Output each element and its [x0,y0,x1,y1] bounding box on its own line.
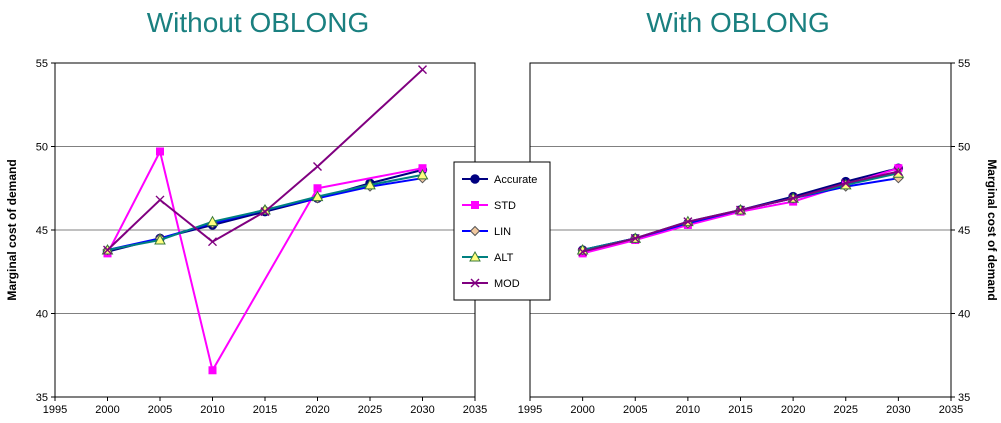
x-tick-label: 2000 [570,404,594,416]
y-tick-label: 45 [36,225,48,237]
x-tick-label: 2005 [623,404,647,416]
data-point-std [418,164,427,173]
y-axis-label: Marginal cost of demand [985,159,999,300]
data-point-alt [416,168,429,180]
x-tick-label: 2035 [463,404,487,416]
data-point-mod [313,162,322,172]
y-tick-label: 50 [958,142,970,154]
data-point-mod [578,247,588,257]
legend-entry-mod: MOD [462,278,520,290]
x-tick-label: 2035 [939,404,963,416]
data-point-mod [103,245,112,255]
x-tick-label: 2020 [305,404,329,416]
data-point-mod [683,217,693,227]
y-tick-label: 40 [36,309,48,321]
legend-entry-std: STD [462,200,516,212]
y-tick-label: 50 [36,142,48,154]
y-tick-label: 35 [958,392,970,404]
series-mod [103,65,427,255]
data-point-alt [311,190,324,202]
legend-label: ALT [494,252,514,264]
data-point-std [156,147,164,156]
y-tick-label: 40 [958,309,970,321]
x-tick-label: 2010 [676,404,700,416]
x-tick-label: 2030 [886,404,910,416]
legend-entry-alt: ALT [462,250,514,264]
data-point-mod [841,178,851,188]
legend-entry-lin: LIN [462,225,511,238]
data-point-mod [418,65,427,75]
data-point-alt [364,178,376,190]
x-tick-label: 2015 [728,404,752,416]
x-tick-label: 1995 [518,404,542,416]
legend-marker-mod [470,278,480,288]
legend-entry-accurate: Accurate [462,174,537,186]
y-tick-label: 45 [958,225,970,237]
x-tick-label: 2005 [148,404,172,416]
x-tick-label: 2020 [781,404,805,416]
legend-marker-alt [469,250,481,262]
x-tick-label: 2015 [253,404,277,416]
data-point-mod [630,233,640,243]
data-point-std [313,184,322,193]
legend-label: STD [494,200,516,212]
data-point-std [208,366,217,375]
plot-with-oblong: With OBLONG 35 40 45 50 55 1995 2000 2005 2010 201… [518,7,999,416]
data-point-mod [155,195,165,205]
series-mod [578,167,903,257]
chart-title: With OBLONG [646,7,830,38]
data-point-alt [206,215,219,227]
data-point-mod [260,207,270,217]
legend-label: Accurate [494,174,537,186]
legend-label: MOD [494,278,520,290]
y-tick-label: 55 [36,58,48,70]
data-point-mod [788,193,798,203]
plot-without-oblong: Without OBLONG 35 40 45 50 55 1995 2000 2005 2010… [5,7,487,416]
x-tick-label: 2025 [834,404,858,416]
legend-marker-std [471,201,479,209]
legend-label: LIN [494,226,511,238]
legend-marker-accurate [470,174,480,184]
data-point-alt [154,233,166,245]
x-tick-label: 2025 [358,404,382,416]
y-tick-label: 55 [958,58,970,70]
x-tick-label: 2030 [410,404,434,416]
data-point-mod [736,205,745,215]
series-line-mod [106,68,424,251]
data-point-mod [893,167,903,177]
data-point-mod [208,237,217,247]
x-tick-label: 2010 [200,404,224,416]
legend: Accurate STD LIN ALT MOD [453,161,551,301]
legend-marker-lin [469,225,481,237]
x-tick-label: 2000 [95,404,119,416]
y-axis-label: Marginal cost of demand [5,159,19,300]
y-tick-label: 35 [36,392,48,404]
x-tick-label: 1995 [43,404,67,416]
chart-title: Without OBLONG [147,7,370,38]
